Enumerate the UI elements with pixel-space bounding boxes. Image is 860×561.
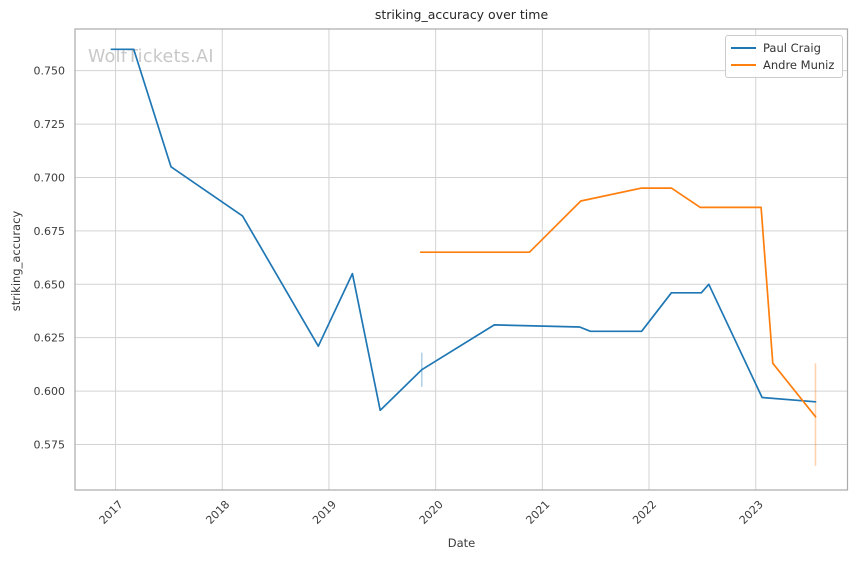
gridlines (75, 29, 848, 490)
x-tick-label: 2018 (203, 498, 232, 527)
legend-item-andre-muniz: Andre Muniz (731, 56, 835, 73)
x-tick-label: 2020 (417, 498, 446, 527)
x-axis-label: Date (447, 536, 476, 550)
y-tick-label: 0.625 (34, 332, 66, 345)
y-tick-label: 0.675 (34, 225, 66, 238)
series-line-andre-muniz (419, 187, 817, 418)
y-tick-label: 0.700 (34, 171, 66, 184)
x-tick-label: 2021 (523, 498, 552, 527)
series-line-paul-craig (110, 48, 817, 412)
legend-swatch-paul-craig (731, 46, 756, 49)
legend-swatch-andre-muniz (731, 63, 756, 66)
y-tick-label: 0.575 (34, 438, 66, 451)
x-tick-label: 2022 (630, 498, 659, 527)
x-tick-label: 2019 (310, 498, 339, 527)
y-tick-label: 0.725 (34, 118, 66, 131)
legend-label-paul-craig: Paul Craig (763, 40, 821, 55)
y-tick-label: 0.650 (34, 278, 66, 291)
y-tick-label: 0.750 (34, 65, 66, 78)
legend-label-andre-muniz: Andre Muniz (763, 57, 835, 72)
watermark-text: WolfTickets.AI (88, 47, 214, 67)
legend-item-paul-craig: Paul Craig (731, 39, 835, 56)
legend: Paul Craig Andre Muniz (725, 35, 843, 78)
y-axis-label: striking_accuracy (9, 210, 23, 312)
x-tick-label: 2023 (737, 498, 766, 527)
x-tick-label: 2017 (97, 498, 126, 527)
plot-frame (74, 28, 849, 491)
y-tick-label: 0.600 (34, 385, 66, 398)
chart-title: striking_accuracy over time (374, 7, 549, 22)
